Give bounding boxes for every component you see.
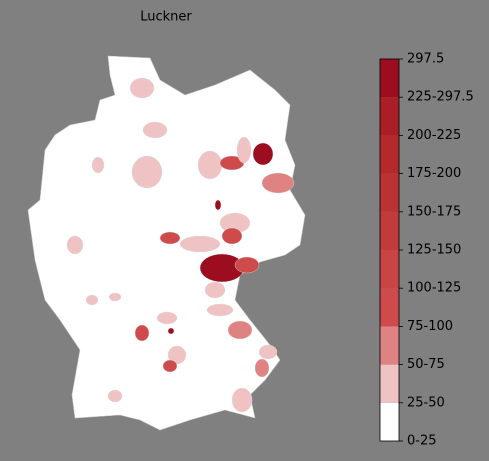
colorbar: 0-25 25-50 50-75 75-100 100-125 125-150 150-17… xyxy=(379,52,474,449)
colorbar-label: 0-25 xyxy=(407,434,437,449)
colorbar-band xyxy=(380,97,399,136)
colorbar-label: 25-50 xyxy=(407,395,445,410)
colorbar-band xyxy=(380,135,399,174)
colorbar-band xyxy=(380,288,399,327)
colorbar-band xyxy=(380,211,399,250)
colorbar-label: 200-225 xyxy=(407,128,461,143)
colorbar-band xyxy=(380,250,399,289)
colorbar-label: 150-175 xyxy=(407,204,461,219)
colorbar-label: 75-100 xyxy=(407,319,453,334)
map-title: Luckner xyxy=(140,10,192,25)
colorbar-band xyxy=(380,326,399,365)
colorbar-label: 125-150 xyxy=(407,243,461,258)
colorbar-label: 100-125 xyxy=(407,281,461,296)
colorbar-band xyxy=(380,173,399,212)
colorbar-band xyxy=(380,59,399,98)
colorbar-label: 297.5 xyxy=(407,52,444,67)
colorbar-band xyxy=(380,364,399,403)
colorbar-label: 225-297.5 xyxy=(407,90,474,105)
colorbar-label: 175-200 xyxy=(407,166,461,181)
germany-map xyxy=(27,55,306,431)
colorbar-label: 50-75 xyxy=(407,357,445,372)
colorbar-band xyxy=(380,402,399,441)
regions xyxy=(66,77,295,413)
